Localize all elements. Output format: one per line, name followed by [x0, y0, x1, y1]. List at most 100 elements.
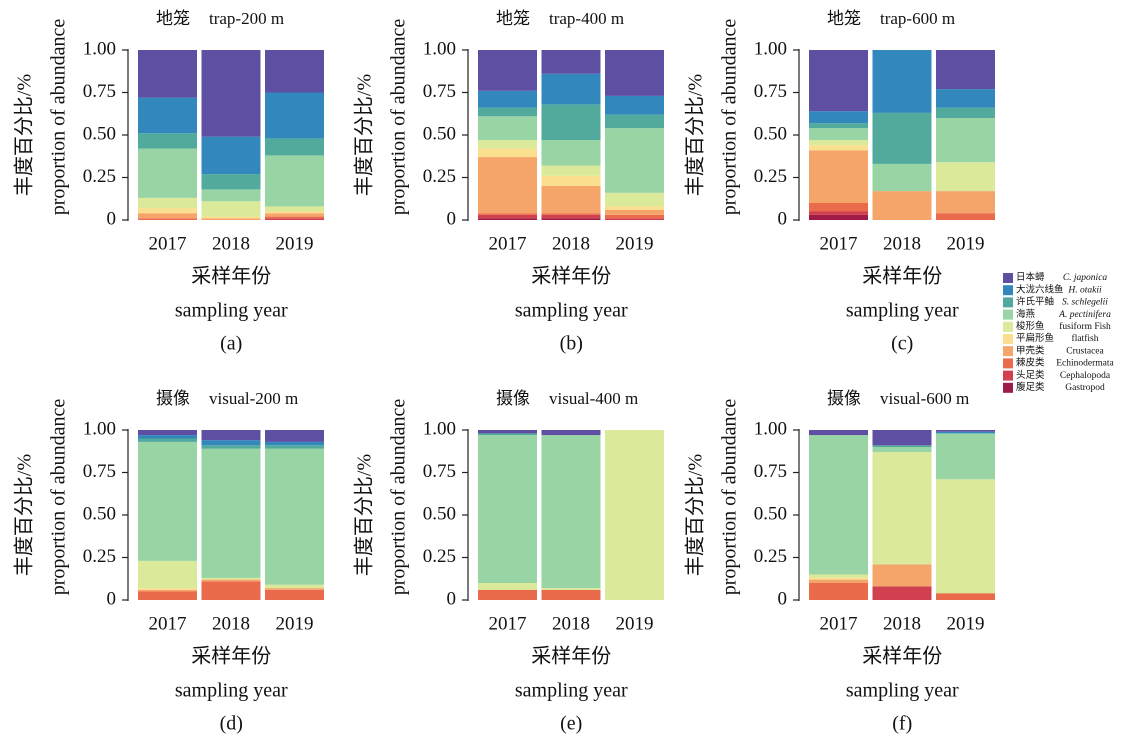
bar-segment: [478, 435, 537, 583]
y-axis-label-cn: 丰度百分比/%: [684, 74, 707, 196]
x-tick-label: 2019: [947, 233, 985, 254]
bar-segment: [605, 114, 664, 129]
bar-segment: [265, 206, 324, 212]
bar-segment: [809, 203, 868, 212]
legend-latin: flatfish: [1072, 333, 1099, 344]
bar-segment: [478, 430, 537, 434]
panel-label: (d): [220, 713, 243, 734]
bar-segment: [478, 107, 537, 117]
x-axis-label-cn: 采样年份: [862, 645, 942, 668]
legend-swatch: [1003, 358, 1013, 369]
bar-segment: [605, 218, 664, 220]
bar-segment: [265, 589, 324, 600]
bar-segment: [936, 162, 995, 192]
y-axis-label-cn: 丰度百分比/%: [353, 454, 376, 576]
x-tick-label: 2019: [947, 613, 985, 634]
bar-segment: [872, 430, 932, 446]
bar-segment: [809, 128, 868, 141]
bar-segment: [478, 218, 537, 220]
bar-segment: [201, 581, 261, 600]
bar-segment: [478, 433, 537, 436]
chart-title-cn: 地笼: [156, 9, 190, 28]
legend-latin: S. schlegelii: [1062, 298, 1108, 308]
y-tick-label: 0: [447, 588, 457, 609]
bar-segment: [478, 90, 537, 108]
y-tick-label: 0.50: [83, 503, 116, 524]
bar-segment: [936, 430, 995, 432]
bar-segment: [936, 89, 995, 108]
legend-name: 梭形鱼: [1016, 320, 1045, 332]
chart-title: trap-400 m: [549, 9, 624, 28]
bar-segment: [541, 50, 601, 74]
legend-name: 甲壳类: [1016, 344, 1045, 356]
bar-segment: [605, 128, 664, 193]
bar-segment: [265, 441, 324, 446]
y-tick-label: 0: [107, 208, 117, 229]
bar-segment: [478, 214, 537, 219]
x-tick-label: 2019: [616, 613, 654, 634]
bar-segment: [541, 186, 601, 214]
x-axis-label-cn: 采样年份: [531, 645, 611, 668]
bar-segment: [809, 435, 868, 575]
bar-segment: [265, 218, 324, 220]
bar-segment: [605, 192, 664, 207]
x-tick-label: 2019: [616, 233, 654, 254]
bar-segment: [265, 430, 324, 442]
legend-name: 头足类: [1016, 369, 1045, 381]
legend-swatch: [1003, 382, 1013, 393]
bar-segment: [265, 584, 324, 589]
bar-segment: [605, 214, 664, 219]
y-tick-label: 0.50: [423, 123, 456, 144]
bar-segment: [138, 197, 197, 209]
bar-segment: [936, 191, 995, 214]
bar-segment: [936, 118, 995, 163]
x-axis-label: sampling year: [175, 300, 288, 322]
legend-latin: Gastropod: [1065, 383, 1105, 393]
bar-segment: [541, 588, 601, 590]
bar-segment: [809, 574, 868, 578]
bar-segment: [541, 214, 601, 219]
bar-segment: [541, 104, 601, 141]
y-tick-label: 0.25: [423, 166, 456, 187]
y-axis-label-cn: 丰度百分比/%: [353, 74, 376, 196]
y-axis-label-cn: 丰度百分比/%: [13, 74, 36, 196]
y-tick-label: 0: [778, 208, 788, 229]
bar-segment: [936, 50, 995, 90]
y-axis-label: proportion of abundance: [719, 19, 741, 216]
bar-segment: [201, 218, 261, 220]
x-tick-label: 2017: [149, 613, 187, 634]
x-axis-label: sampling year: [515, 680, 628, 702]
chart-title-cn: 地笼: [827, 9, 861, 28]
bar-segment: [936, 479, 995, 594]
bar-segment: [936, 433, 995, 480]
bar-segment: [478, 157, 537, 214]
bar-segment: [201, 448, 261, 578]
y-tick-label: 0.75: [423, 461, 456, 482]
chart-title: visual-200 m: [209, 389, 298, 408]
bar-segment: [872, 445, 932, 447]
bar-segment: [478, 213, 537, 215]
bar-segment: [265, 92, 324, 139]
y-axis-label: proportion of abundance: [48, 399, 70, 596]
bar-segment: [809, 150, 868, 203]
bar-segment: [478, 589, 537, 600]
y-tick-label: 1.00: [423, 418, 456, 439]
x-tick-label: 2017: [149, 233, 187, 254]
chart-title-cn: 地笼: [496, 9, 530, 28]
bar-segment: [138, 208, 197, 214]
bar-segment: [478, 116, 537, 141]
legend-swatch: [1003, 285, 1013, 296]
legend-name: 许氏平鲉: [1016, 296, 1054, 308]
y-tick-label: 0.50: [423, 503, 456, 524]
bar-segment: [138, 441, 197, 561]
x-tick-label: 2017: [820, 613, 858, 634]
bar-segment: [265, 445, 324, 449]
y-tick-label: 0.50: [754, 503, 787, 524]
bar-segment: [478, 148, 537, 158]
legend-latin: Cephalopoda: [1060, 371, 1111, 381]
legend-name: 腹足类: [1016, 381, 1045, 393]
chart-title-cn: 摄像: [156, 389, 190, 408]
bar-segment: [138, 97, 197, 134]
y-axis-label-cn: 丰度百分比/%: [13, 454, 36, 576]
